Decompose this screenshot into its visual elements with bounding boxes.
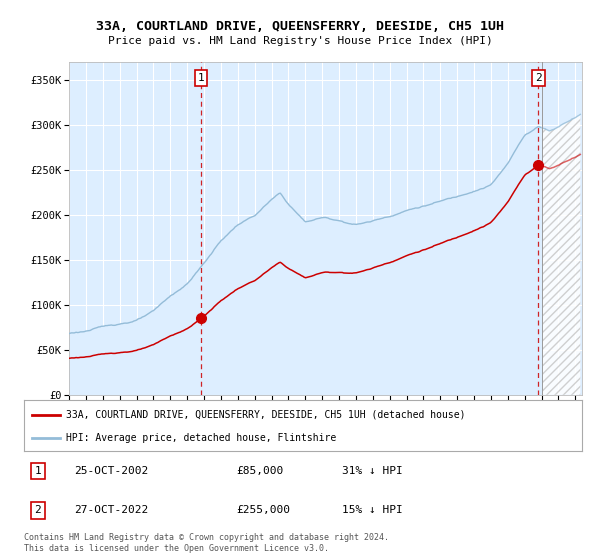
Text: 31% ↓ HPI: 31% ↓ HPI (342, 466, 403, 476)
Text: 25-OCT-2002: 25-OCT-2002 (74, 466, 148, 476)
Text: 15% ↓ HPI: 15% ↓ HPI (342, 505, 403, 515)
Text: HPI: Average price, detached house, Flintshire: HPI: Average price, detached house, Flin… (66, 433, 336, 443)
Text: Contains HM Land Registry data © Crown copyright and database right 2024.
This d: Contains HM Land Registry data © Crown c… (24, 533, 389, 553)
Text: 1: 1 (35, 466, 41, 476)
Text: £255,000: £255,000 (236, 505, 290, 515)
Text: £85,000: £85,000 (236, 466, 283, 476)
Text: Price paid vs. HM Land Registry's House Price Index (HPI): Price paid vs. HM Land Registry's House … (107, 36, 493, 46)
Text: 1: 1 (197, 73, 205, 83)
Text: 33A, COURTLAND DRIVE, QUEENSFERRY, DEESIDE, CH5 1UH (detached house): 33A, COURTLAND DRIVE, QUEENSFERRY, DEESI… (66, 409, 466, 419)
Text: 27-OCT-2022: 27-OCT-2022 (74, 505, 148, 515)
Text: 2: 2 (35, 505, 41, 515)
Text: 2: 2 (535, 73, 542, 83)
Text: 33A, COURTLAND DRIVE, QUEENSFERRY, DEESIDE, CH5 1UH: 33A, COURTLAND DRIVE, QUEENSFERRY, DEESI… (96, 20, 504, 32)
